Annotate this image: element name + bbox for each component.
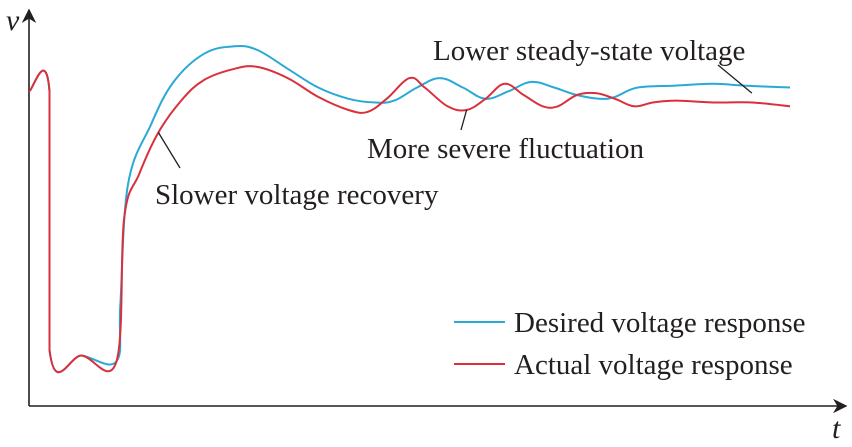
annotation-leader-steady-state: [717, 64, 753, 94]
legend-label-desired: Desired voltage response: [514, 307, 806, 339]
x-axis-label: t: [832, 412, 841, 445]
annotation-recovery: Slower voltage recovery: [155, 179, 439, 211]
y-axis-label: v: [6, 4, 20, 37]
annotation-leader-fluctuation: [460, 109, 468, 131]
series-line-actual: [28, 65, 791, 374]
annotation-steady-state: Lower steady-state voltage: [433, 35, 745, 67]
legend-label-actual: Actual voltage response: [514, 349, 793, 381]
annotations: Lower steady-state voltage More severe f…: [155, 35, 753, 211]
annotation-leader-recovery: [157, 132, 181, 169]
annotation-fluctuation: More severe fluctuation: [367, 133, 645, 165]
legend: Desired voltage response Actual voltage …: [454, 307, 806, 381]
axes: v t: [6, 4, 848, 445]
series-layer: [28, 45, 791, 374]
